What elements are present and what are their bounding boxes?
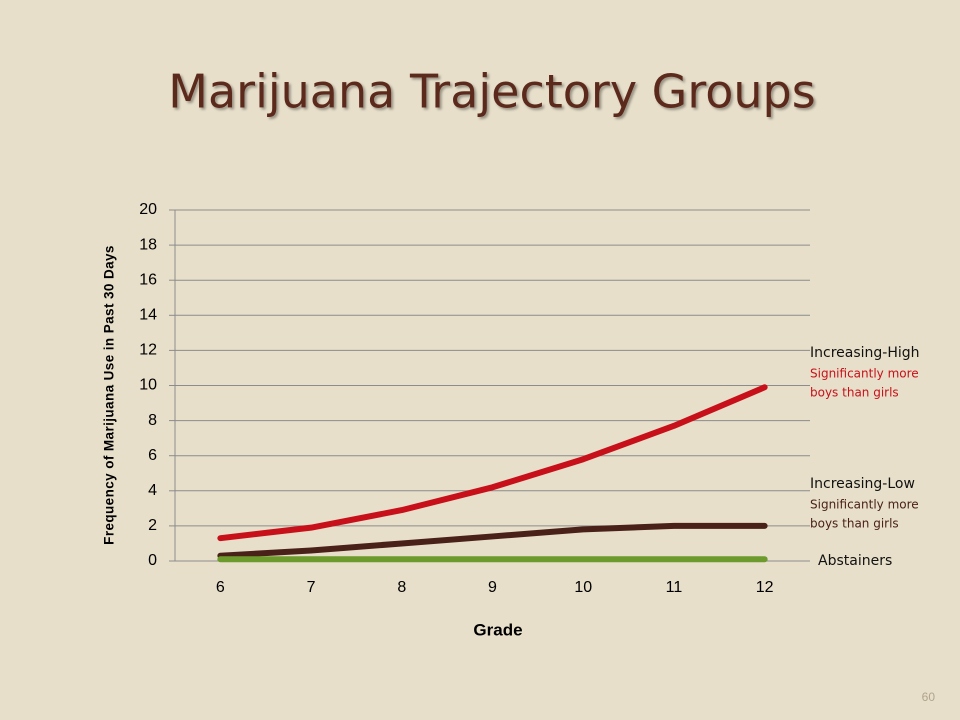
plot: 0 2 4 6 8 10 12 14 16 18 20 6 7 8 9 10 11 12 Increasing-Hi… [139, 201, 919, 596]
y-tick-label: 10 [139, 377, 157, 394]
legend-label: Increasing-High [810, 345, 920, 361]
y-tick-label: 18 [139, 236, 157, 253]
legend-note: Significantly more [810, 367, 919, 381]
x-tick-label: 7 [307, 579, 316, 596]
legend-note: boys than girls [810, 386, 899, 400]
y-tick-label: 12 [139, 342, 157, 359]
series-line [217, 522, 768, 559]
x-tick-label: 9 [488, 579, 497, 596]
x-tick-label: 11 [666, 579, 683, 596]
y-tick-label: 16 [139, 271, 157, 288]
legend-note: Significantly more [810, 498, 919, 512]
y-tick-label: 6 [148, 447, 157, 464]
legend-label: Abstainers [818, 553, 892, 569]
legend-note: boys than girls [810, 517, 899, 531]
x-tick-label: 12 [756, 579, 774, 596]
y-tick-label: 2 [148, 517, 157, 534]
x-tick-label: 10 [574, 579, 592, 596]
page-number: 60 [922, 690, 936, 704]
y-tick-label: 20 [139, 201, 157, 218]
x-axis-label: Grade [473, 620, 522, 639]
y-axis-label: Frequency of Marijuana Use in Past 30 Da… [102, 245, 117, 545]
legend-label: Increasing-Low [810, 476, 915, 492]
y-tick-label: 8 [148, 412, 157, 429]
y-tick-label: 0 [148, 552, 157, 569]
series-line [217, 384, 768, 542]
x-tick-label: 6 [216, 579, 225, 596]
slide-title: Marijuana Trajectory Groups [168, 65, 815, 119]
x-tick-label: 8 [397, 579, 406, 596]
y-tick-label: 14 [139, 307, 157, 324]
y-tick-label: 4 [148, 482, 157, 499]
